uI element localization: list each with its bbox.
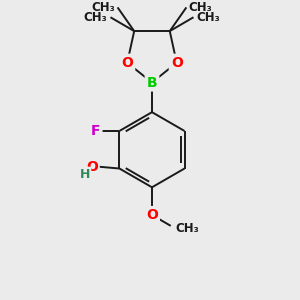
Text: CH₃: CH₃	[188, 1, 212, 14]
Text: CH₃: CH₃	[196, 11, 220, 24]
Text: CH₃: CH₃	[92, 1, 116, 14]
Text: H: H	[80, 168, 90, 181]
Text: O: O	[171, 56, 183, 70]
Text: CH₃: CH₃	[176, 222, 200, 235]
Text: O: O	[86, 160, 98, 173]
Text: O: O	[146, 208, 158, 222]
Text: O: O	[121, 56, 133, 70]
Text: B: B	[147, 76, 157, 89]
Text: CH₃: CH₃	[84, 11, 107, 24]
Text: F: F	[91, 124, 100, 138]
